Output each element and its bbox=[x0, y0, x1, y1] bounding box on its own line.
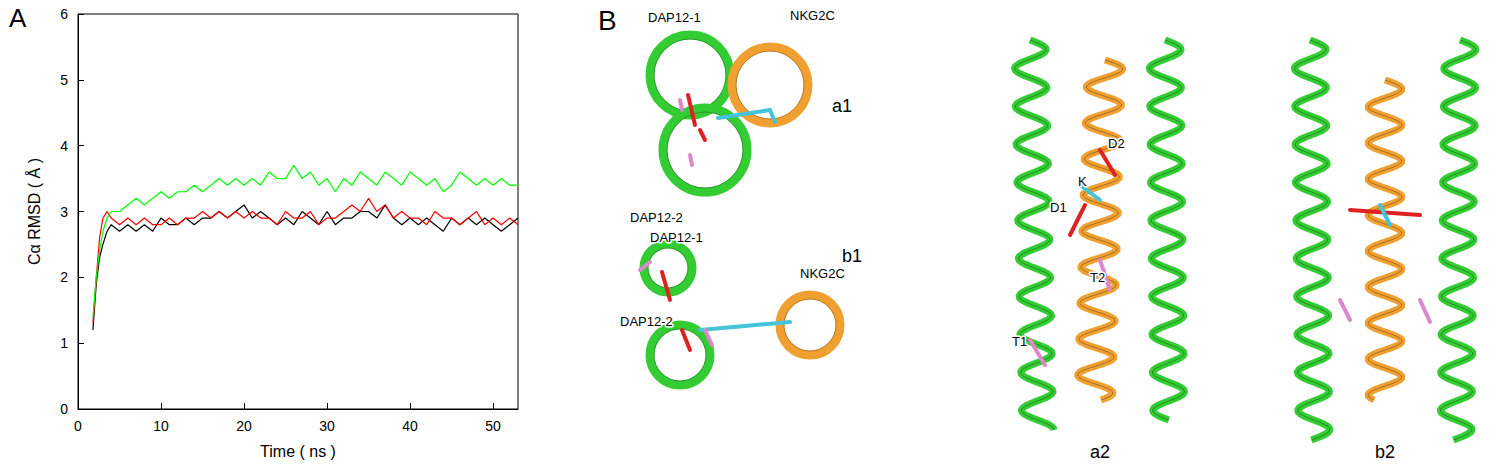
svg-text:4: 4 bbox=[60, 138, 68, 154]
svg-text:50: 50 bbox=[485, 418, 501, 434]
svg-text:2: 2 bbox=[60, 269, 68, 285]
svg-text:K: K bbox=[1078, 174, 1087, 189]
svg-text:DAP12-2: DAP12-2 bbox=[630, 210, 683, 225]
svg-text:1: 1 bbox=[60, 335, 68, 351]
svg-text:10: 10 bbox=[153, 418, 169, 434]
svg-text:3: 3 bbox=[60, 204, 68, 220]
svg-text:A: A bbox=[9, 3, 27, 33]
svg-text:a2: a2 bbox=[1090, 442, 1110, 462]
svg-text:5: 5 bbox=[60, 72, 68, 88]
svg-text:Cα RMSD ( Å ): Cα RMSD ( Å ) bbox=[25, 158, 43, 265]
svg-text:0: 0 bbox=[74, 418, 82, 434]
svg-text:20: 20 bbox=[236, 418, 252, 434]
svg-text:NKG2C: NKG2C bbox=[790, 8, 835, 23]
svg-text:T1: T1 bbox=[1012, 334, 1027, 349]
svg-text:Time ( ns ): Time ( ns ) bbox=[260, 443, 336, 460]
svg-text:NKG2C: NKG2C bbox=[800, 266, 845, 281]
svg-text:B: B bbox=[598, 5, 617, 36]
svg-text:DAP12-2: DAP12-2 bbox=[620, 314, 673, 329]
svg-text:30: 30 bbox=[319, 418, 335, 434]
svg-text:DAP12-1: DAP12-1 bbox=[648, 10, 701, 25]
svg-text:D2: D2 bbox=[1108, 136, 1125, 151]
svg-text:0: 0 bbox=[60, 401, 68, 417]
svg-text:DAP12-1: DAP12-1 bbox=[650, 230, 703, 245]
svg-text:a1: a1 bbox=[832, 96, 852, 116]
svg-text:40: 40 bbox=[402, 418, 418, 434]
svg-text:T2: T2 bbox=[1090, 270, 1105, 285]
svg-text:b2: b2 bbox=[1375, 442, 1395, 462]
svg-text:b1: b1 bbox=[842, 246, 862, 266]
svg-text:6: 6 bbox=[60, 6, 68, 22]
svg-text:D1: D1 bbox=[1050, 200, 1067, 215]
